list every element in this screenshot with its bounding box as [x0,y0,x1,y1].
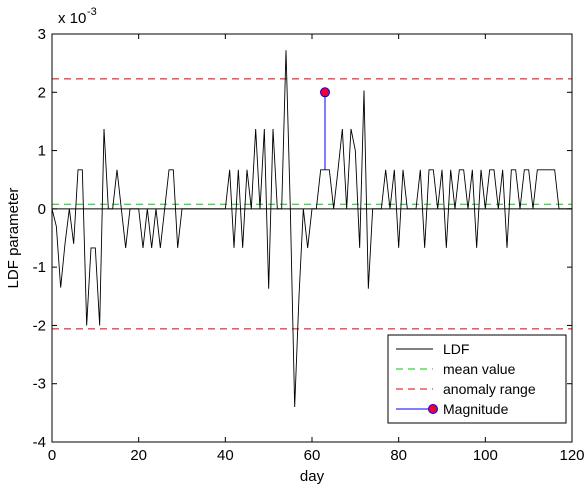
y-tick-label: 0 [38,201,46,218]
legend-label: mean value [443,361,516,377]
y-tick-label: -2 [33,317,46,334]
y-axis-label: LDF parameter [5,188,22,289]
y-tick-label: -3 [33,376,46,393]
legend-label: LDF [443,341,469,357]
x-tick-label: 60 [304,447,321,464]
legend: LDF mean value anomaly range Magnitude [387,334,567,424]
y-tick-label: 2 [38,84,46,101]
legend-label: anomaly range [443,381,536,397]
x-axis-label: day [300,468,325,485]
y-tick-label: 1 [38,143,46,160]
magnitude-marker [320,87,330,98]
y-tick-label: -4 [33,434,46,451]
legend-label: Magnitude [443,401,509,417]
x-tick-label: 80 [390,447,407,464]
x-tick-label: 120 [559,447,584,464]
series-LDF-line [51,50,572,408]
y-exponent-label: x 10 [58,10,86,27]
x-tick-label: 20 [130,447,147,464]
legend-box [387,334,567,424]
y-tick-label: -1 [33,259,46,276]
x-tick-label: 0 [48,447,56,464]
legend-marker [428,404,438,414]
x-tick-label: 40 [217,447,234,464]
x-tick-label: 100 [473,447,498,464]
y-exponent-power: -3 [87,6,97,18]
y-tick-label: 3 [38,26,46,43]
